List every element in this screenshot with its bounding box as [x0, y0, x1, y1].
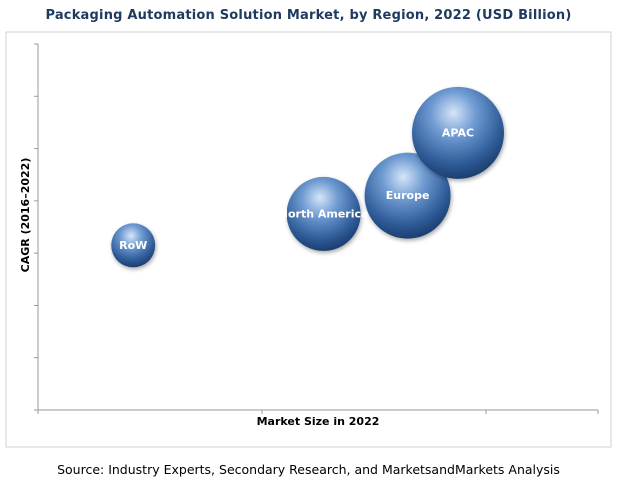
chart-title: Packaging Automation Solution Market, by…: [45, 8, 572, 23]
bubble-label-row: RoW: [119, 239, 147, 252]
plot-frame: [5, 31, 612, 448]
bubble-label-europe: Europe: [386, 189, 430, 202]
x-axis-label: Market Size in 2022: [257, 415, 380, 428]
y-axis-label: CAGR (2016–2022): [19, 158, 32, 273]
bubble-label-north-america: North America: [279, 207, 369, 220]
bubble-europe: [364, 152, 451, 239]
bubble-north-america: [286, 176, 361, 251]
bubble-apac: [412, 86, 504, 179]
bubble-row: [111, 223, 156, 268]
source-note: Source: Industry Experts, Secondary Rese…: [57, 462, 560, 477]
axes: [34, 43, 599, 414]
bubble-label-apac: APAC: [442, 126, 474, 139]
bubble-series: RoW North America Europe APAC: [111, 86, 504, 268]
